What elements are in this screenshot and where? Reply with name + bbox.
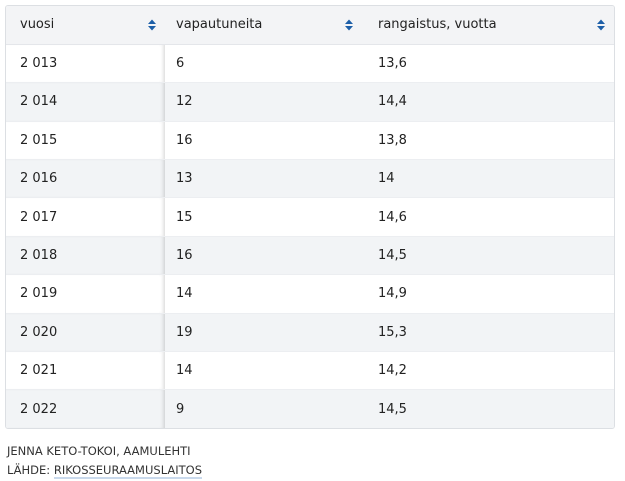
table-cell: 14,4 [362,82,614,122]
table-cell: 13,8 [362,120,614,160]
table-row: 2 016 13 14 [6,159,614,198]
table-cell: 14 [165,274,362,314]
header-label[interactable]: vapautuneita [176,17,263,33]
table-cell: 13 [165,159,362,198]
table-row: 2 013 6 13,6 [6,43,614,83]
table-cell: 2 022 [6,389,165,429]
header-row: vuosi vapautuneita rangaistus, vuotta [6,6,614,45]
column-header[interactable]: rangaistus, vuotta [362,6,614,45]
header-content[interactable]: rangaistus, vuotta [378,17,614,32]
table-cell: 14,5 [362,389,614,429]
column-header[interactable]: vuosi [6,6,165,45]
credit: JENNA KETO-TOKOI, AAMULEHTI [7,444,191,458]
column-header[interactable]: vapautuneita [165,6,362,45]
table-body: 2 013 6 13,6 2 014 12 14,4 2 015 16 13,8 2 016 13 1… [6,43,614,429]
table-cell: 14,6 [362,197,614,237]
header-label[interactable]: rangaistus, vuotta [378,17,497,33]
sort-icon[interactable] [344,18,354,32]
table-cell: 19 [165,312,362,352]
table-cell: 2 020 [6,312,165,352]
table-cell: 13,6 [362,43,614,83]
table-cell: 14,2 [362,351,614,390]
table-cell: 14,9 [362,274,614,314]
table-row: 2 018 16 14,5 [6,235,614,275]
table-container: vuosi vapautuneita rangaistus, vuotta 2 01… [5,5,615,430]
table-cell: 2 016 [6,159,165,198]
header-content[interactable]: vuosi [20,17,165,32]
table-cell: 2 019 [6,274,165,314]
table-cell: 15 [165,197,362,237]
source-link[interactable]: RIKOSSEURAAMUSLAITOS [53,463,202,479]
data-table: vuosi vapautuneita rangaistus, vuotta 2 01… [6,6,614,429]
footer: JENNA KETO-TOKOI, AAMULEHTI LÄHDE: RIKOS… [7,442,202,480]
table-cell: 2 021 [6,351,165,390]
table-row: 2 017 15 14,6 [6,197,614,237]
table-cell: 14 [362,159,614,198]
table-cell: 16 [165,235,362,275]
table-head: vuosi vapautuneita rangaistus, vuotta [6,6,614,45]
table-cell: 9 [165,389,362,429]
header-label[interactable]: vuosi [20,17,55,33]
table-cell: 2 015 [6,120,165,160]
table-cell: 2 014 [6,82,165,122]
header-content[interactable]: vapautuneita [176,17,362,32]
table-row: 2 021 14 14,2 [6,351,614,390]
table-cell: 2 017 [6,197,165,237]
table-cell: 2 018 [6,235,165,275]
table-cell: 16 [165,120,362,160]
sort-icon[interactable] [596,18,606,32]
table-cell: 12 [165,82,362,122]
table-row: 2 022 9 14,5 [6,389,614,429]
table-cell: 6 [165,43,362,83]
table-row: 2 020 19 15,3 [6,312,614,352]
source-label: LÄHDE: [7,463,51,477]
table-cell: 15,3 [362,312,614,352]
source: LÄHDE: RIKOSSEURAAMUSLAITOS [7,461,202,480]
table-cell: 14 [165,351,362,390]
table-row: 2 015 16 13,8 [6,120,614,160]
table-row: 2 014 12 14,4 [6,82,614,122]
table-cell: 2 013 [6,43,165,83]
table-row: 2 019 14 14,9 [6,274,614,314]
sort-icon[interactable] [147,18,157,32]
table-cell: 14,5 [362,235,614,275]
